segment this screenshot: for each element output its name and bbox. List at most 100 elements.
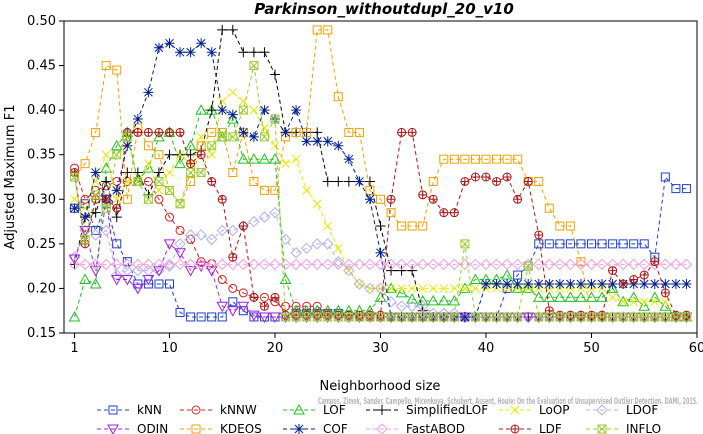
data-point	[490, 258, 503, 271]
data-point	[207, 312, 217, 322]
data-point	[513, 154, 523, 164]
data-point	[121, 258, 134, 271]
data-point	[217, 275, 227, 285]
data-point	[607, 278, 618, 289]
data-point	[439, 312, 449, 322]
data-point	[302, 312, 312, 322]
data-point	[186, 312, 196, 322]
data-point	[585, 291, 598, 302]
legend-swatch-marker	[107, 424, 119, 434]
data-point	[459, 311, 470, 322]
data-point	[386, 194, 396, 204]
legend-label: LOF	[323, 403, 346, 417]
data-point	[659, 300, 672, 311]
data-point	[217, 312, 227, 322]
data-point	[565, 310, 575, 320]
data-point	[237, 153, 250, 164]
data-point	[364, 282, 376, 295]
data-point	[281, 159, 290, 168]
data-point	[122, 140, 133, 151]
series-line-cof	[74, 42, 687, 318]
data-point	[365, 310, 375, 320]
data-point	[80, 159, 90, 169]
legend-item-simplifiedlof: SimplifiedLOF	[366, 403, 488, 417]
data-point	[480, 258, 492, 271]
data-point	[354, 310, 364, 320]
data-point	[144, 159, 153, 168]
data-point	[186, 176, 196, 186]
x-tick-label: 20	[267, 341, 284, 356]
legend-swatch-marker	[377, 405, 387, 415]
data-point	[534, 239, 544, 249]
data-point	[649, 278, 660, 289]
data-point	[80, 212, 91, 223]
data-point	[217, 132, 227, 142]
data-point	[143, 176, 153, 186]
data-point	[544, 239, 554, 249]
data-point	[395, 300, 408, 312]
data-point	[639, 239, 649, 249]
legend-item-fastabod: FastABOD	[366, 422, 465, 434]
y-tick-label: 0.45	[27, 59, 56, 74]
data-point	[237, 301, 250, 313]
data-point	[681, 310, 691, 320]
data-point	[70, 194, 79, 204]
legend-label: ODIN	[137, 422, 168, 434]
data-point	[597, 239, 607, 249]
data-point	[639, 312, 649, 322]
data-point	[501, 269, 513, 280]
data-point	[575, 258, 587, 271]
data-point	[343, 176, 354, 187]
data-point	[555, 221, 565, 231]
data-point	[513, 312, 523, 322]
series-line-knn	[74, 175, 687, 318]
data-point	[597, 312, 607, 322]
data-point	[228, 283, 238, 293]
data-point	[395, 258, 408, 271]
data-point	[164, 149, 175, 160]
data-point	[312, 136, 323, 147]
data-point	[576, 257, 586, 267]
data-point	[154, 127, 164, 137]
data-point	[534, 312, 544, 322]
data-point	[132, 264, 144, 277]
data-point	[544, 203, 554, 213]
data-point	[290, 247, 302, 259]
data-point	[470, 312, 480, 322]
data-point	[344, 127, 354, 137]
data-point	[364, 194, 375, 205]
data-point	[397, 284, 406, 293]
data-point	[460, 239, 470, 249]
x-axis-label: Neighborhood size	[320, 379, 441, 394]
data-point	[332, 255, 345, 268]
data-point	[397, 221, 407, 231]
legend-label: FastABOD	[406, 422, 465, 434]
data-point	[460, 154, 470, 164]
data-point	[575, 278, 586, 289]
data-point	[492, 154, 502, 164]
data-point	[671, 312, 681, 322]
data-point	[650, 257, 660, 267]
data-point	[132, 114, 143, 125]
data-point	[122, 167, 133, 178]
data-point	[291, 105, 302, 116]
data-point	[418, 190, 428, 200]
data-point	[302, 186, 312, 195]
data-point	[492, 312, 502, 322]
data-point	[438, 258, 450, 271]
data-point	[311, 258, 323, 271]
data-point	[649, 258, 661, 271]
data-point	[205, 258, 218, 271]
data-point	[259, 132, 269, 142]
data-point	[90, 207, 101, 218]
data-point	[449, 284, 459, 293]
data-point	[259, 185, 269, 195]
data-point	[554, 278, 565, 289]
data-point	[216, 301, 229, 313]
data-point	[258, 312, 271, 323]
data-point	[165, 212, 174, 222]
series-line-inflo	[74, 65, 687, 318]
data-point	[238, 127, 249, 138]
data-point	[333, 176, 344, 187]
data-point	[291, 301, 301, 311]
